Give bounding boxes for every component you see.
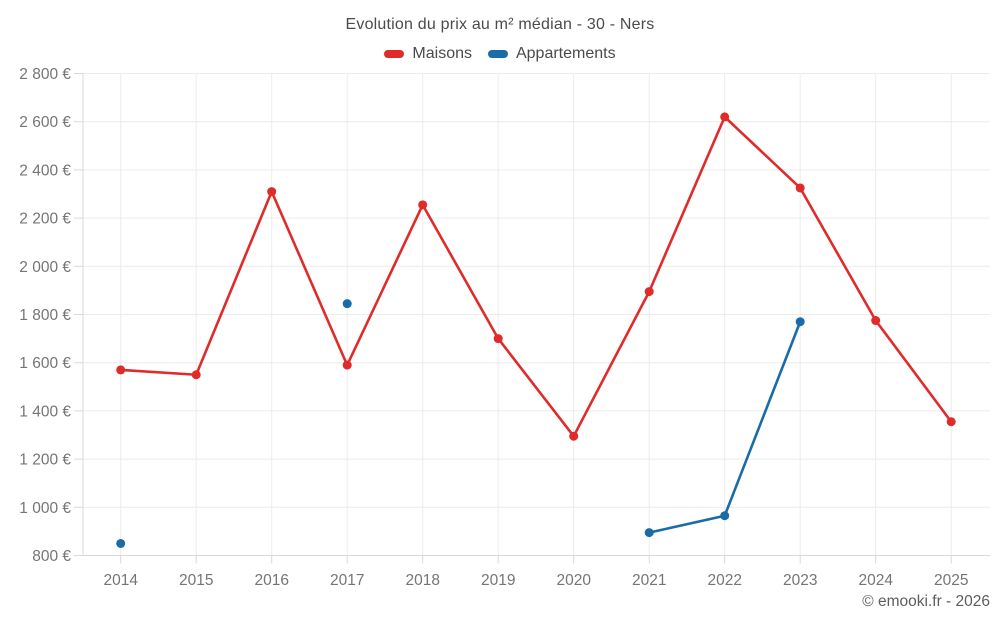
chart-title: Evolution du prix au m² médian - 30 - Ne… — [345, 16, 655, 33]
gridlines — [83, 73, 990, 556]
y-axis-tick-label: 2 000 € — [19, 259, 71, 276]
y-axis-tick-label: 1 200 € — [19, 452, 71, 469]
x-axis-tick-label: 2015 — [179, 572, 213, 589]
x-axis-tick-label: 2025 — [934, 572, 968, 589]
x-axis-tick-label: 2019 — [481, 572, 515, 589]
legend-label-appartements: Appartements — [515, 45, 616, 62]
data-point-maisons-2016[interactable] — [267, 187, 277, 197]
axis-labels: 800 € 1 000 € 1 200 € 1 400 € 1 600 € 1 800 €… — [19, 66, 968, 589]
series-appartements — [116, 299, 805, 548]
x-axis-tick-label: 2024 — [858, 572, 893, 589]
data-point-maisons-2025[interactable] — [946, 417, 956, 427]
legend-item-maisons[interactable]: Maisons — [384, 45, 472, 63]
axes — [74, 73, 990, 564]
y-axis-tick-label: 2 400 € — [19, 162, 71, 179]
data-point-maisons-2015[interactable] — [191, 370, 201, 380]
x-axis-tick-label: 2014 — [103, 572, 138, 589]
chart-legend: Maisons Appartements — [0, 45, 1000, 63]
y-axis-tick-label: 1 800 € — [19, 307, 71, 324]
legend-swatch-appartements — [487, 50, 508, 58]
series-maisons — [116, 112, 956, 441]
data-point-appartements-2017[interactable] — [342, 299, 352, 309]
y-axis-tick-label: 1 000 € — [19, 500, 71, 517]
data-point-maisons-2021[interactable] — [644, 287, 654, 297]
data-point-appartements-2014[interactable] — [116, 538, 126, 548]
data-point-maisons-2019[interactable] — [493, 334, 503, 344]
data-point-maisons-2022[interactable] — [720, 112, 730, 122]
data-point-appartements-2022[interactable] — [720, 511, 730, 521]
series-line-maisons — [119, 115, 953, 438]
x-axis-tick-label: 2016 — [254, 572, 288, 589]
legend-label-maisons: Maisons — [412, 45, 472, 62]
data-point-appartements-2023[interactable] — [795, 317, 805, 327]
data-point-appartements-2021[interactable] — [644, 528, 654, 538]
data-point-maisons-2018[interactable] — [418, 200, 428, 210]
y-axis-tick-label: 800 € — [32, 548, 71, 565]
data-point-maisons-2023[interactable] — [795, 183, 805, 193]
data-point-maisons-2017[interactable] — [342, 360, 352, 370]
x-axis-tick-label: 2022 — [707, 572, 741, 589]
y-axis-tick-label: 2 800 € — [19, 66, 71, 83]
x-axis-tick-label: 2017 — [330, 572, 364, 589]
y-axis-tick-label: 2 600 € — [19, 114, 71, 131]
x-axis-tick-label: 2021 — [632, 572, 666, 589]
x-axis-tick-label: 2018 — [405, 572, 439, 589]
x-axis-tick-label: 2023 — [783, 572, 817, 589]
data-point-maisons-2014[interactable] — [116, 365, 126, 375]
data-point-maisons-2020[interactable] — [569, 431, 579, 441]
y-axis-tick-label: 1 600 € — [19, 355, 71, 372]
copyright-credit: © emooki.fr - 2026 — [862, 593, 990, 610]
data-point-maisons-2024[interactable] — [871, 316, 881, 326]
legend-item-appartements[interactable]: Appartements — [487, 45, 616, 63]
legend-swatch-maisons — [384, 50, 405, 58]
y-axis-tick-label: 2 200 € — [19, 211, 71, 228]
x-axis-tick-label: 2020 — [556, 572, 591, 589]
y-axis-tick-label: 1 400 € — [19, 403, 71, 420]
